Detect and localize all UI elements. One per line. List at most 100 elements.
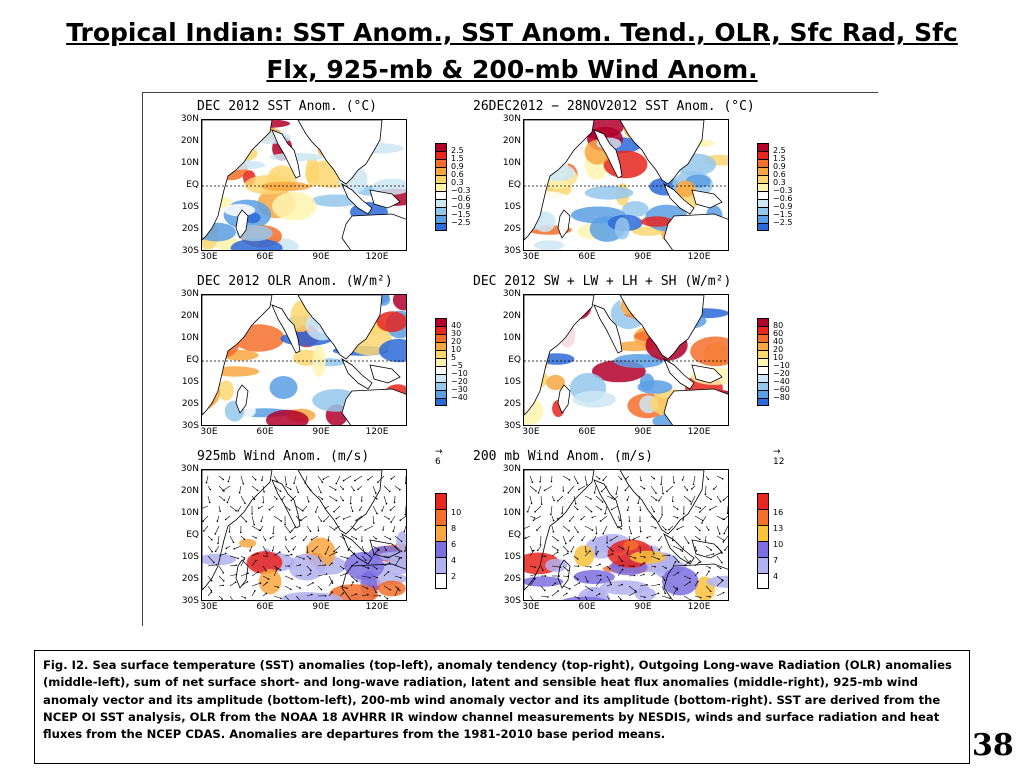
longitude-labels: 30E 60E 90E 120E bbox=[200, 427, 407, 439]
longitude-label: 30E bbox=[522, 252, 540, 262]
wind-vector-head bbox=[276, 480, 278, 482]
latitude-label: 10N bbox=[180, 333, 199, 343]
wind-vector-head bbox=[219, 510, 221, 512]
wind-vector bbox=[672, 505, 678, 510]
colorbar-label: 4 bbox=[451, 556, 457, 565]
wind-vector bbox=[222, 485, 231, 491]
longitude-label: 120E bbox=[687, 427, 711, 437]
wind-vector-head bbox=[267, 578, 270, 580]
wind-vector-head bbox=[687, 542, 690, 544]
wind-vector bbox=[240, 535, 245, 540]
longitude-label: 60E bbox=[578, 427, 596, 437]
wind-vector-head bbox=[211, 538, 213, 541]
anomaly-region bbox=[706, 575, 728, 588]
wind-vector-head bbox=[722, 579, 724, 582]
wind-vector-head bbox=[346, 572, 348, 574]
reference-vector: → 12 bbox=[773, 447, 784, 467]
coastline bbox=[341, 183, 373, 215]
wind-vector bbox=[604, 505, 608, 514]
wind-vector bbox=[723, 495, 728, 501]
latitude-label: 30S bbox=[503, 421, 521, 431]
wind-vector-head bbox=[375, 537, 377, 540]
wind-vector-head bbox=[400, 540, 403, 543]
wind-vector bbox=[537, 545, 542, 551]
wind-vector-head bbox=[290, 499, 293, 502]
wind-vector-head bbox=[709, 508, 711, 511]
wind-vector bbox=[405, 505, 406, 515]
wind-vector bbox=[705, 495, 712, 500]
wind-vector-head bbox=[665, 567, 667, 569]
longitude-label: 90E bbox=[634, 602, 652, 612]
wind-vector-head bbox=[307, 500, 310, 503]
wind-vector bbox=[394, 555, 402, 559]
wind-vector-head bbox=[655, 527, 657, 529]
wind-vector bbox=[705, 485, 707, 495]
wind-vector-head bbox=[689, 577, 691, 580]
wind-vector bbox=[562, 475, 570, 481]
wind-vector bbox=[317, 495, 323, 500]
wind-vector-head bbox=[567, 569, 569, 572]
wind-vector bbox=[613, 495, 619, 500]
wind-vector bbox=[328, 575, 333, 584]
wind-vector-head bbox=[223, 499, 226, 501]
wind-vector-head bbox=[624, 489, 627, 492]
wind-vector bbox=[551, 551, 558, 557]
wind-vector bbox=[404, 525, 406, 532]
wind-vector-head bbox=[210, 579, 213, 582]
wind-vector bbox=[218, 575, 224, 582]
wind-vector-head bbox=[653, 572, 656, 575]
wind-vector bbox=[639, 595, 645, 598]
wind-vector bbox=[207, 585, 212, 591]
wind-vector bbox=[672, 545, 681, 550]
latitude-label: 30N bbox=[180, 289, 199, 299]
longitude-labels: 30E 60E 90E 120E bbox=[522, 427, 729, 439]
wind-vector bbox=[606, 545, 613, 552]
anomaly-region bbox=[562, 596, 607, 600]
wind-vector-head bbox=[544, 575, 547, 577]
anomaly-region bbox=[572, 390, 616, 408]
coastline bbox=[663, 388, 728, 425]
wind-vector-head bbox=[324, 595, 327, 597]
wind-vector bbox=[323, 515, 330, 522]
map-wind925 bbox=[201, 469, 407, 601]
wind-vector-head bbox=[306, 551, 309, 554]
wind-vector-head bbox=[704, 540, 707, 542]
wind-vector-head bbox=[626, 499, 628, 501]
wind-vector bbox=[251, 485, 258, 491]
wind-vector bbox=[394, 535, 402, 542]
reference-vector-value: 12 bbox=[773, 457, 785, 467]
colorbar-label: 80 bbox=[773, 321, 784, 330]
wind-vector bbox=[524, 525, 531, 529]
wind-vector-head bbox=[664, 592, 666, 594]
wind-vector bbox=[716, 575, 723, 581]
wind-vector bbox=[603, 475, 608, 481]
wind-vector bbox=[207, 591, 212, 597]
wind-vector-head bbox=[658, 558, 660, 560]
wind-vector-head bbox=[399, 589, 401, 592]
coastline bbox=[202, 120, 273, 241]
wind-vector bbox=[562, 545, 569, 552]
wind-vector-head bbox=[244, 597, 246, 599]
colorbar-label: 20 bbox=[451, 337, 462, 346]
wind-vector bbox=[529, 595, 534, 600]
longitude-label: 90E bbox=[312, 427, 330, 437]
wind-vector-head bbox=[530, 502, 533, 505]
coastline bbox=[691, 189, 723, 209]
wind-vector-head bbox=[534, 578, 536, 580]
wind-vector-head bbox=[542, 569, 544, 571]
wind-vector bbox=[529, 495, 532, 504]
slide-title: Tropical Indian: SST Anom., SST Anom. Te… bbox=[66, 18, 958, 84]
wind-vector bbox=[240, 572, 249, 577]
wind-vector bbox=[339, 555, 348, 559]
wind-vector-head bbox=[377, 548, 380, 550]
wind-vector-head bbox=[595, 552, 597, 555]
wind-vector bbox=[639, 562, 645, 567]
wind-vector bbox=[234, 545, 242, 550]
wind-vector-head bbox=[376, 568, 378, 570]
wind-vector-head bbox=[343, 537, 345, 540]
colorbar-labels: 40 30 20 10 5 −5 −10 −20 −30 −40 bbox=[451, 322, 468, 402]
wind-vector-head bbox=[585, 551, 587, 553]
wind-vector bbox=[284, 475, 287, 485]
wind-vector bbox=[602, 525, 608, 534]
wind-vector-head bbox=[534, 573, 537, 576]
